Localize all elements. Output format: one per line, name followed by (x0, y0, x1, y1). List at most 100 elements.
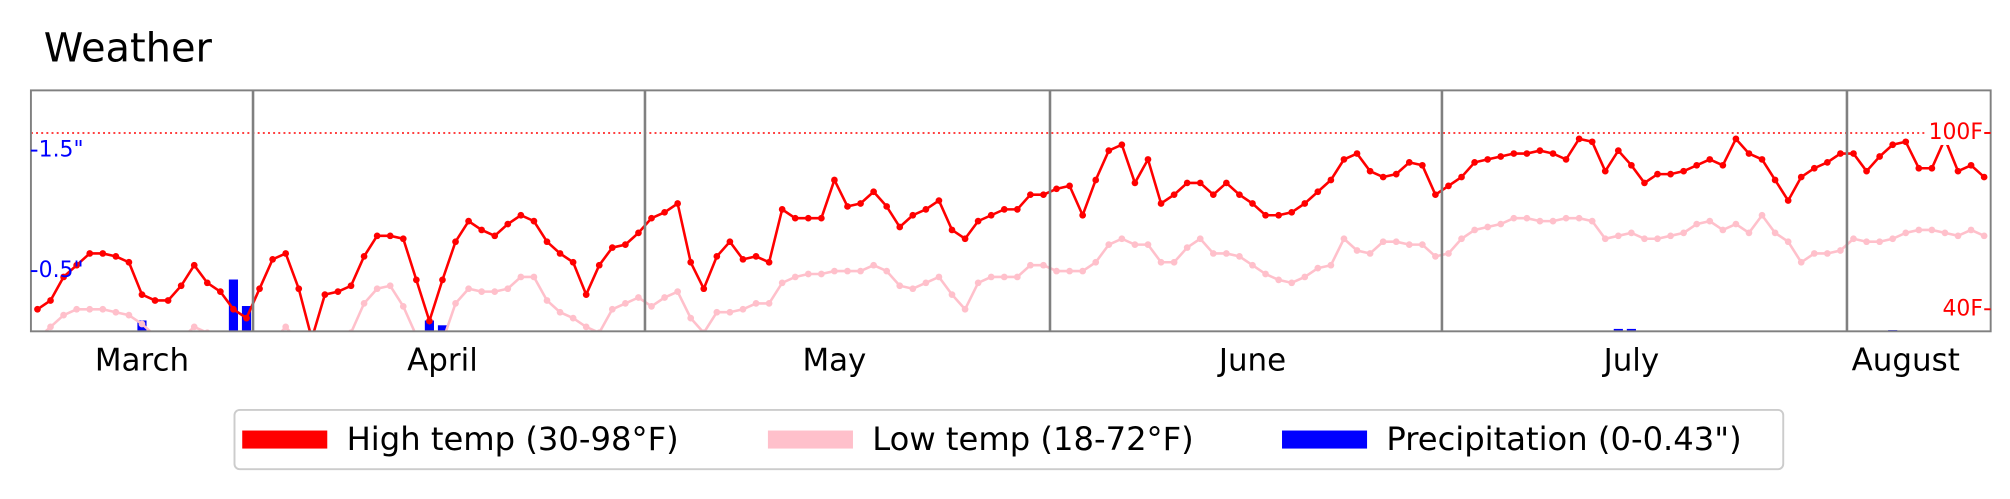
temp-point (1458, 235, 1465, 243)
temp-point (426, 317, 433, 325)
temp-point (1458, 173, 1465, 181)
temp-point (1641, 179, 1648, 187)
temp-point (1797, 258, 1805, 266)
temp-point (883, 203, 891, 210)
temp-point (1000, 206, 1008, 213)
temp-point (1980, 232, 1988, 240)
legend-label: High temp (30-98°F) (347, 420, 679, 458)
temp-point (909, 285, 917, 293)
temp-point (1967, 161, 1975, 169)
temp-point (73, 305, 81, 313)
temp-point (831, 267, 838, 275)
temp-point (739, 305, 747, 313)
temp-point (1797, 173, 1805, 181)
temp-point (661, 208, 668, 216)
temp-point (60, 273, 67, 281)
temp-point (47, 297, 54, 304)
legend-swatch (1282, 430, 1368, 449)
temp-point (1379, 173, 1387, 181)
precip-bar (437, 325, 448, 332)
temp-point (334, 288, 342, 295)
temp-point (1863, 167, 1870, 175)
temp-point (386, 232, 394, 240)
temp-point (1432, 253, 1439, 260)
temp-point (1066, 267, 1073, 275)
temp-point (1614, 232, 1622, 240)
temp-point (608, 244, 616, 251)
temp-point (164, 297, 172, 304)
temp-point (1144, 241, 1152, 248)
temp-point (1301, 200, 1309, 207)
precip-bar (1613, 328, 1623, 332)
temp-point (1562, 214, 1570, 222)
temp-point (778, 206, 786, 213)
temp-point (870, 261, 877, 269)
temp-point (1771, 176, 1779, 184)
temp-point (831, 176, 838, 184)
temp-point (1810, 164, 1818, 172)
plot-area (30, 132, 1991, 345)
temp-point (1850, 235, 1857, 243)
temp-point (804, 214, 812, 222)
temp-point (804, 270, 812, 278)
temp-point (1837, 150, 1844, 157)
temp-point (243, 314, 250, 322)
temp-point (1392, 238, 1400, 246)
temp-point (1209, 250, 1217, 257)
x-tick-label: March (95, 343, 189, 379)
legend-swatch (767, 430, 853, 449)
temp-point (818, 270, 825, 278)
temp-point (674, 200, 681, 207)
temp-point (190, 261, 198, 269)
precip-bar (1626, 328, 1636, 332)
temp-point (282, 323, 290, 331)
temp-point (765, 300, 773, 307)
temp-point (1013, 273, 1021, 281)
temp-point (360, 253, 368, 260)
temp-point (1837, 247, 1844, 254)
temp-point (922, 206, 930, 213)
temp-point (295, 338, 302, 345)
precip-bar (424, 320, 434, 332)
temp-point (1732, 135, 1740, 143)
temp-point (1471, 226, 1478, 234)
temp-point (34, 305, 41, 313)
temp-point (34, 335, 41, 342)
temp-point (1053, 267, 1060, 275)
temp-point (1771, 229, 1779, 237)
temp-point (987, 273, 995, 281)
temp-point (1497, 220, 1505, 228)
temp-point (1027, 191, 1034, 199)
temp-point (1902, 138, 1910, 146)
temp-point (439, 276, 446, 284)
temp-point (1366, 250, 1374, 257)
temp-point (1484, 223, 1492, 231)
temp-point (1954, 232, 1962, 240)
temp-point (151, 297, 159, 304)
temp-point (1575, 135, 1583, 143)
temp-point (857, 200, 864, 207)
temp-point (569, 258, 577, 266)
temp-point (1601, 167, 1609, 175)
temp-point (1915, 226, 1923, 234)
temp-point (752, 253, 760, 260)
precip-bar (228, 279, 239, 332)
temp-point (1784, 197, 1792, 204)
x-tick-label: August (1852, 343, 1960, 379)
temp-point (1536, 147, 1544, 154)
temp-point (974, 217, 982, 225)
temp-point (1484, 156, 1492, 163)
temp-point (818, 214, 825, 222)
temp-point (1340, 156, 1348, 163)
temp-point (138, 291, 146, 298)
temp-point (1392, 170, 1400, 178)
temp-point (1745, 150, 1753, 157)
temp-point (112, 308, 120, 316)
temp-point (99, 305, 107, 313)
temp-point (1523, 150, 1531, 157)
temp-point (1732, 220, 1740, 228)
temp-point (635, 229, 642, 237)
temp-point (1758, 156, 1766, 163)
temp-point (896, 223, 904, 231)
